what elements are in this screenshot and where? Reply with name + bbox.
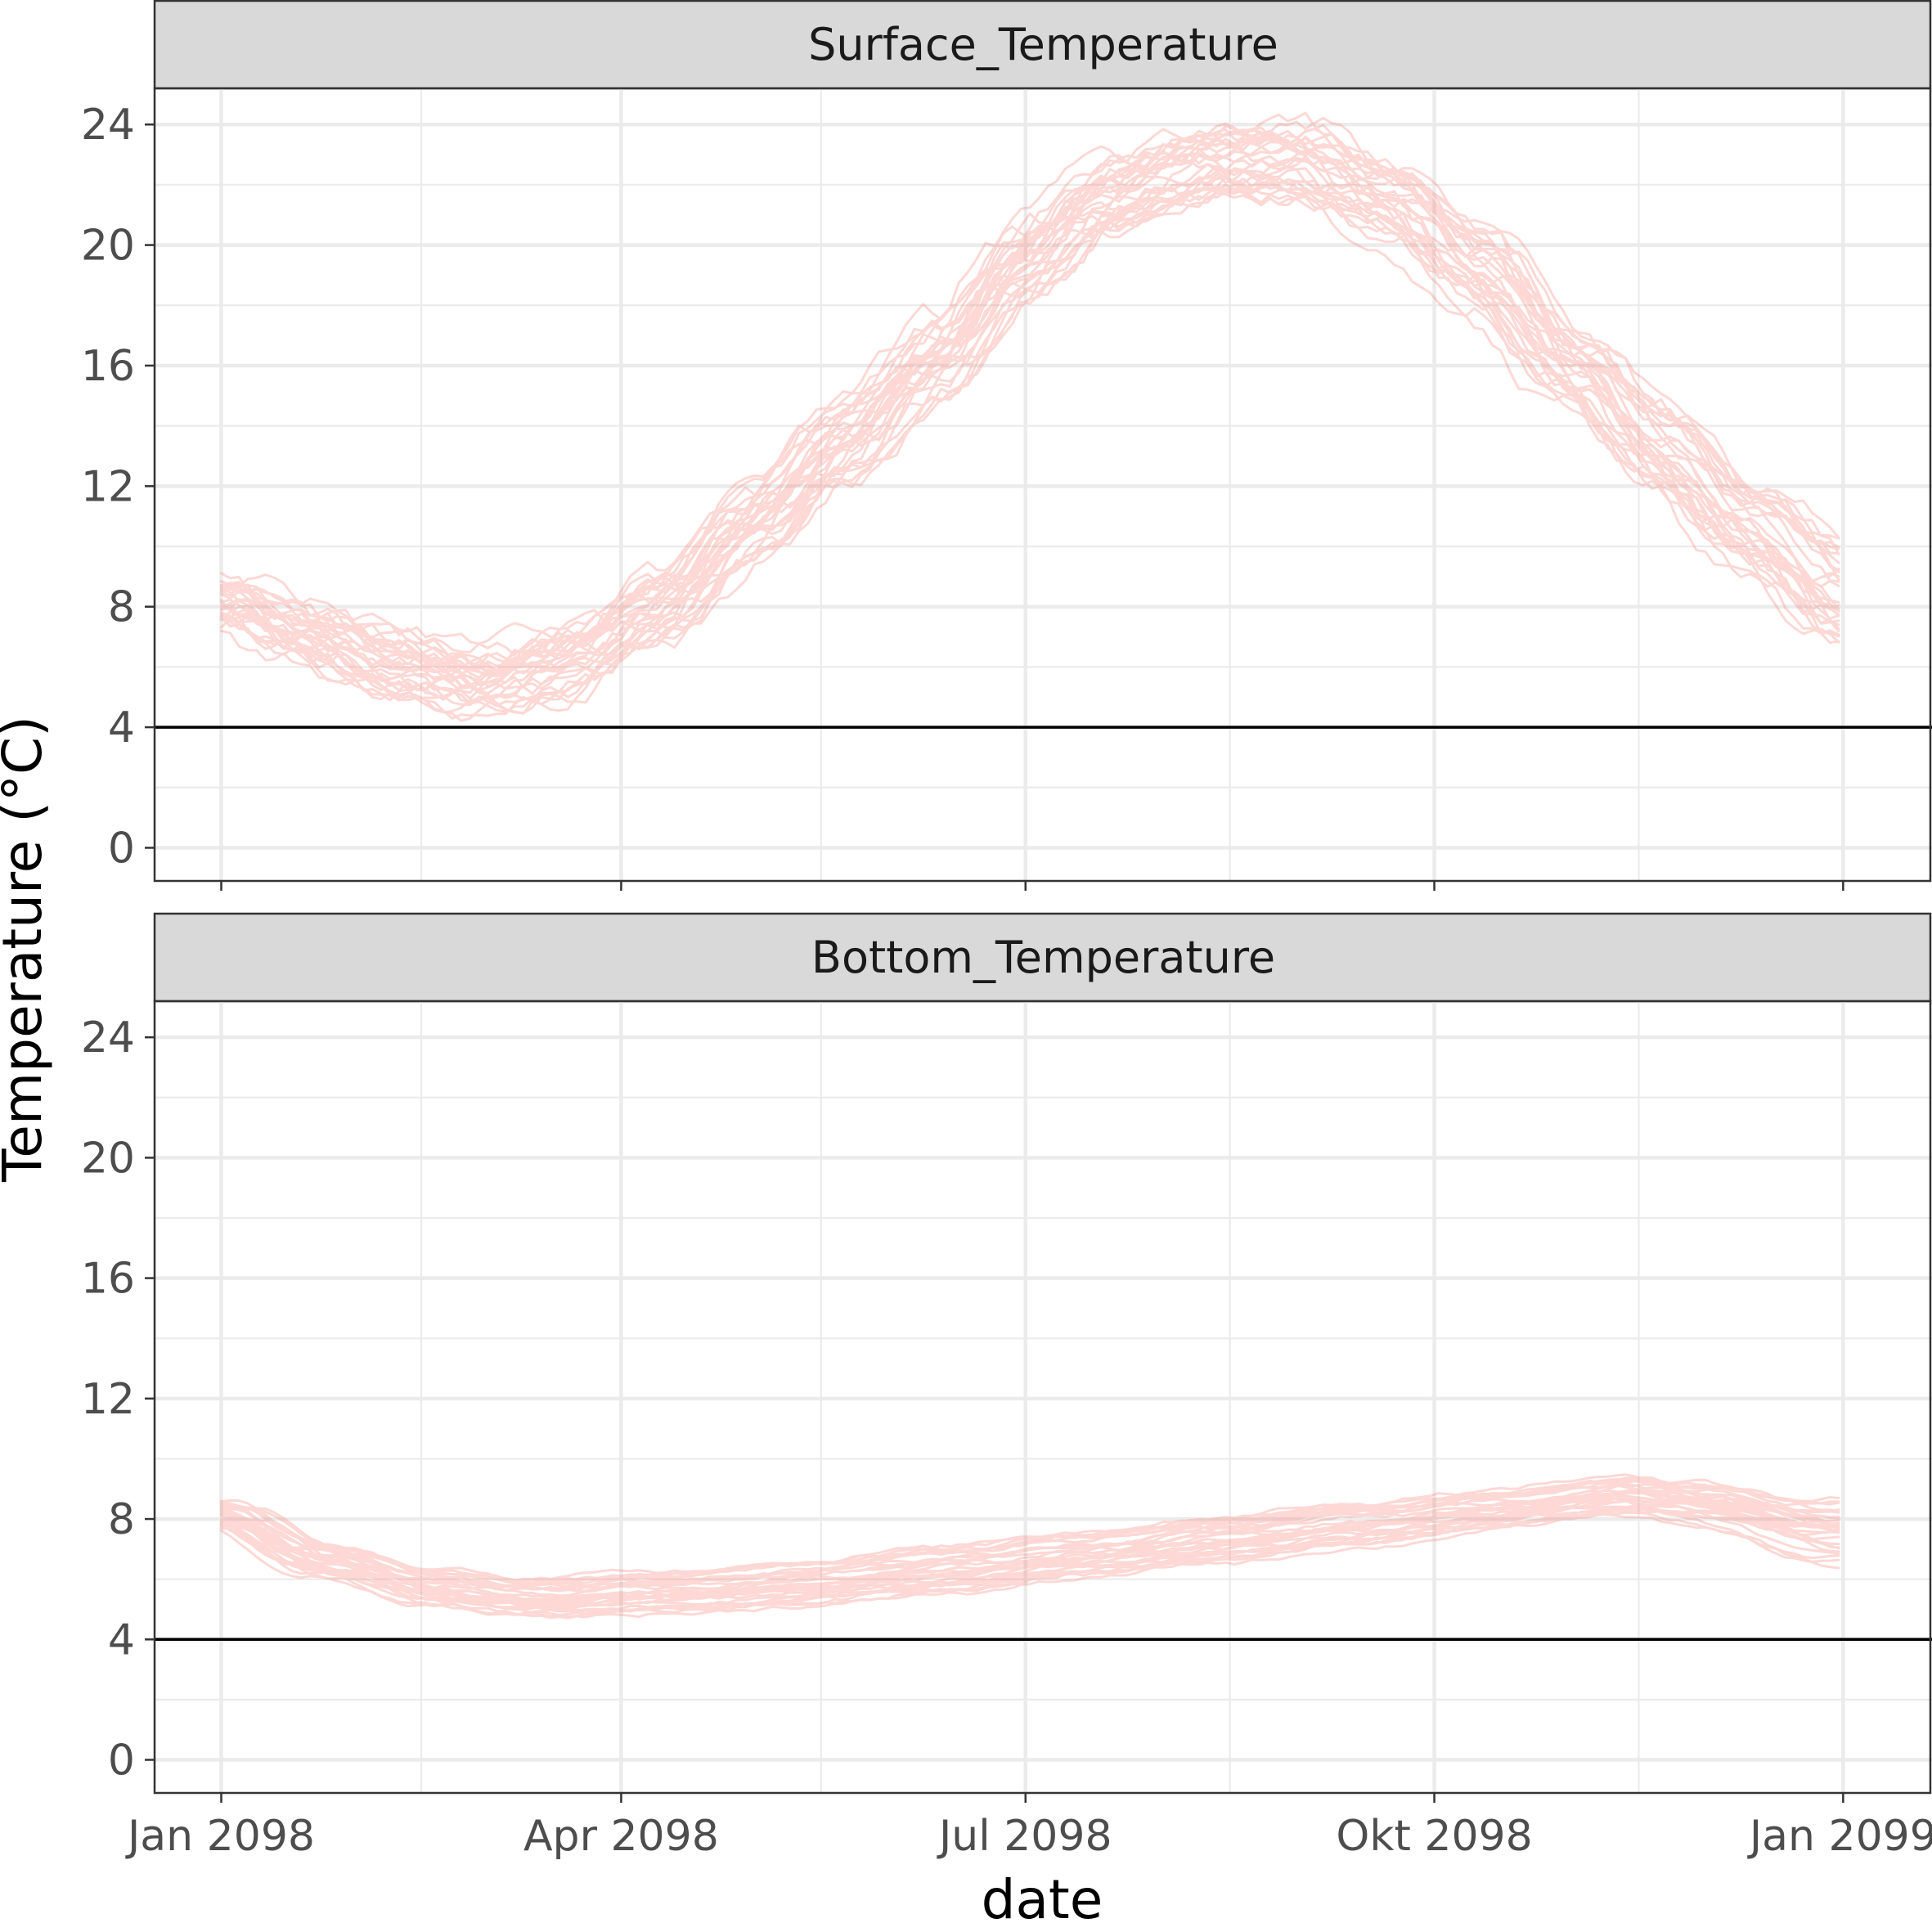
y-tick-label: 20 [81, 1134, 135, 1183]
series-line [220, 1512, 1840, 1620]
series-line [220, 181, 1840, 720]
strip-background [153, 912, 1932, 1003]
series-line [220, 1496, 1840, 1605]
y-tick-label: 4 [108, 703, 135, 753]
y-tick-label: 16 [81, 342, 135, 391]
series-line [220, 177, 1840, 695]
series-line [220, 1508, 1840, 1618]
series-line [220, 116, 1840, 675]
y-tick-label: 4 [108, 1615, 135, 1665]
ensemble-lines [220, 1473, 1840, 1620]
series-line [220, 1491, 1840, 1599]
series-line [220, 137, 1840, 676]
series-line [220, 132, 1840, 678]
series-line [220, 1483, 1840, 1591]
series-line [220, 175, 1840, 714]
series-line [220, 151, 1840, 686]
series-line [220, 183, 1840, 713]
series-line [220, 1498, 1840, 1602]
y-tick-label: 8 [108, 583, 135, 632]
y-tick-label: 12 [81, 462, 135, 511]
strip-label: Surface_Temperature [808, 19, 1278, 70]
y-tick-label: 8 [108, 1495, 135, 1544]
series-line [220, 1477, 1840, 1583]
series-line [220, 111, 1840, 679]
panel-surface-temperature: Surface_Temperature 0 4 8 12 16 20 24 [81, 0, 1932, 891]
series-line [220, 1499, 1840, 1611]
series-line [220, 1503, 1840, 1616]
series-line [220, 141, 1840, 673]
series-line [220, 145, 1840, 676]
series-line [220, 189, 1840, 708]
series-line [220, 180, 1840, 707]
series-line [220, 128, 1840, 673]
series-line [220, 1494, 1840, 1604]
ensemble-lines [220, 111, 1840, 722]
series-line [220, 1498, 1840, 1609]
series-line [220, 135, 1840, 677]
series-line [220, 177, 1840, 695]
series-line [220, 174, 1840, 714]
series-line [220, 1480, 1840, 1584]
y-axis-title: Temperature (°C) [0, 716, 54, 1183]
x-tick-label: Apr 2098 [523, 1812, 719, 1861]
y-tick-label: 12 [81, 1375, 135, 1424]
y-tick-label: 24 [81, 1013, 135, 1063]
series-line [220, 1503, 1840, 1614]
series-line [220, 129, 1840, 672]
series-line [220, 1484, 1840, 1593]
series-line [220, 128, 1840, 670]
series-line [220, 140, 1840, 687]
series-line [220, 1480, 1840, 1588]
series-line [220, 1494, 1840, 1606]
series-line [220, 1495, 1840, 1605]
y-tick-label: 0 [108, 824, 135, 873]
series-line [220, 1497, 1840, 1605]
series-line [220, 155, 1840, 699]
series-line [220, 1489, 1840, 1593]
series-line [220, 1489, 1840, 1597]
x-tick-label: Jul 2098 [937, 1812, 1112, 1861]
x-tick-label: Jan 2098 [125, 1812, 315, 1861]
x-axis-title: date [982, 1868, 1103, 1931]
series-line [220, 1476, 1840, 1583]
series-line [220, 1486, 1840, 1592]
series-line [220, 128, 1840, 678]
series-line [220, 1477, 1840, 1585]
series-line [220, 1509, 1840, 1614]
series-line [220, 1480, 1840, 1585]
x-tick-label: Jan 2099 [1747, 1812, 1932, 1861]
strip-label: Bottom_Temperature [811, 932, 1275, 983]
panel-bottom-temperature: Bottom_Temperature 0 4 8 12 16 20 24 Jan 2098 Apr… [81, 912, 1932, 1861]
series-line [220, 168, 1840, 688]
strip-background [153, 0, 1932, 90]
series-line [220, 182, 1840, 722]
y-tick-label: 20 [81, 222, 135, 271]
series-line [220, 153, 1840, 694]
panel-border [153, 87, 1932, 883]
series-line [220, 173, 1840, 715]
series-line [220, 1491, 1840, 1605]
series-line [220, 128, 1840, 657]
series-line [220, 1507, 1840, 1616]
y-tick-label: 0 [108, 1737, 135, 1786]
series-line [220, 167, 1840, 700]
y-tick-label: 16 [81, 1255, 135, 1304]
panel-border [153, 1000, 1932, 1795]
series-line [220, 124, 1840, 654]
x-tick-label: Okt 2098 [1336, 1812, 1532, 1861]
series-line [220, 124, 1840, 677]
y-tick-label: 24 [81, 101, 135, 150]
series-line [220, 1479, 1840, 1588]
series-line [220, 1505, 1840, 1611]
series-line [220, 1473, 1840, 1582]
